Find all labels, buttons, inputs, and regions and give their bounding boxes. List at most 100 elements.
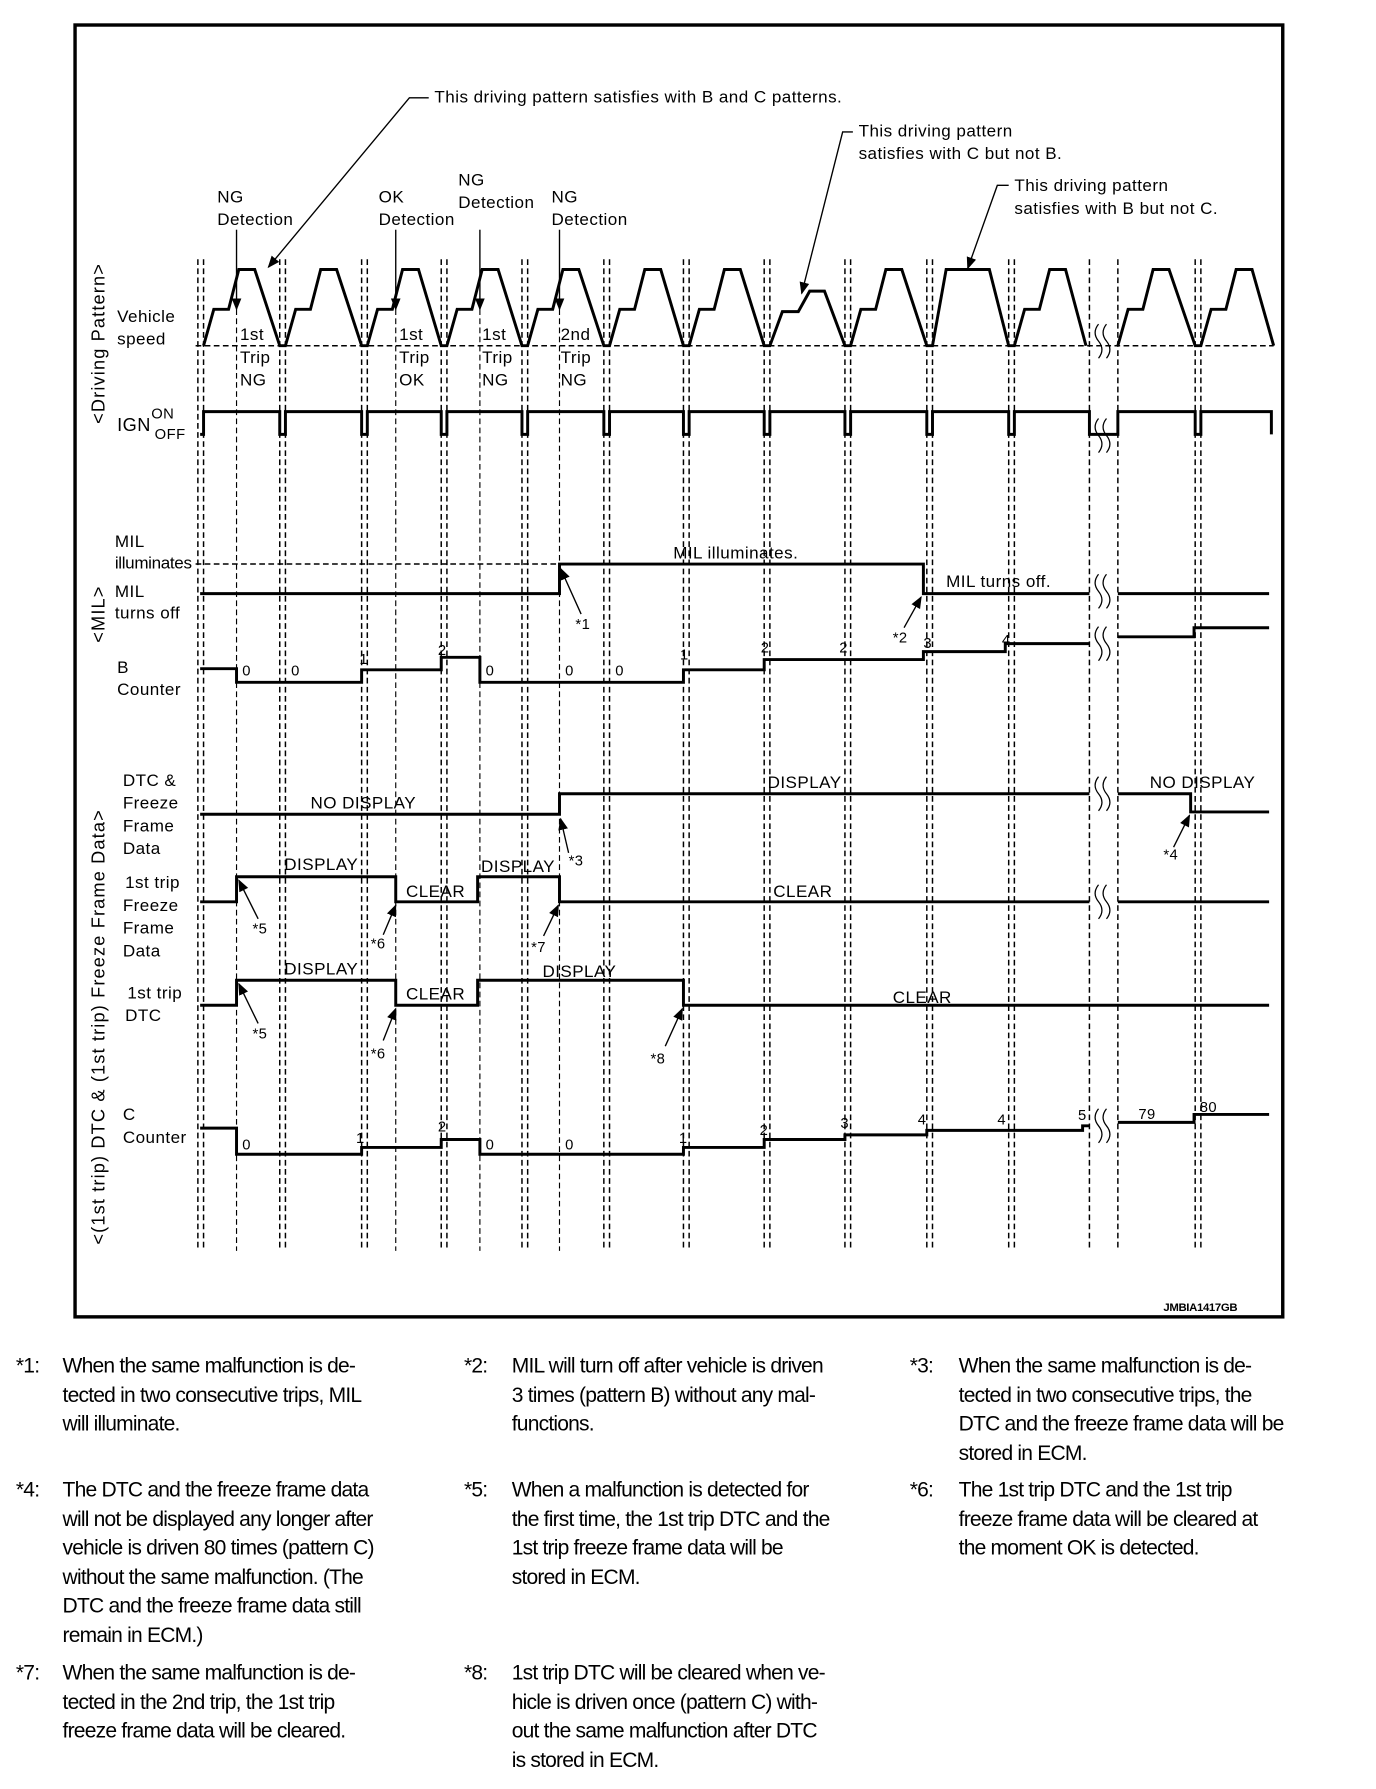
detection-label: OK [379, 187, 405, 206]
break-squiggle-icon [1102, 1108, 1111, 1144]
break-squiggle-icon [1094, 1108, 1103, 1144]
trip-label-1: 1st Trip NG [240, 325, 270, 390]
footnote-line: will illuminate. [62, 1411, 181, 1436]
row-label-c-counter: C [123, 1105, 136, 1124]
footnote-text: When a malfunction is detected for the fi… [511, 1475, 831, 1591]
footnote-line: When the same malfunction is de- [62, 1660, 356, 1685]
b-counter-values: 0 0 1 2 0 0 0 1 2 2 3 4 [242, 633, 1010, 680]
b-counter-value: 1 [680, 648, 689, 664]
b-counter-value: 4 [1002, 633, 1011, 649]
trip-result: NG [561, 371, 587, 390]
footnote-line: tected in the 2nd trip, the 1st trip [62, 1689, 336, 1714]
footnote-text: The DTC and the freeze frame data will no… [62, 1475, 375, 1649]
dtc1-state-label: DISPLAY [284, 960, 358, 979]
note-ref-4: *4 [1163, 848, 1178, 864]
footnote-marker: *7: [15, 1660, 40, 1685]
note-arrow-6 [382, 1007, 397, 1041]
row-label-mil-on: illuminates [115, 554, 192, 573]
trip-number: 1st [399, 325, 423, 344]
annotation-b-not-c-line1: This driving pattern [1014, 176, 1168, 195]
c-counter-trace [200, 1124, 1090, 1156]
footnote-marker: *3: [909, 1353, 934, 1378]
footnote-line: hicle is driven once (pattern C) with- [511, 1689, 818, 1714]
mil-off-label: MIL turns off. [946, 572, 1051, 591]
footnote-line: freeze frame data will be cleared. [62, 1718, 347, 1743]
c-counter-value: 2 [760, 1123, 769, 1139]
c-counter-value: 1 [679, 1131, 688, 1147]
c-counter-values: 0 1 2 0 0 1 2 3 4 4 5 79 80 [242, 1100, 1217, 1154]
trip-word: Trip [561, 348, 592, 367]
b-counter-value: 0 [242, 663, 251, 679]
trip-result: NG [240, 371, 266, 390]
b-counter-value: 3 [923, 636, 932, 652]
row-label-mil-off: turns off [115, 604, 180, 623]
note-ref-5: *5 [252, 922, 267, 938]
vehicle-speed-trace [202, 268, 1088, 348]
c-counter-value: 2 [438, 1120, 447, 1136]
footnote-text: The 1st trip DTC and the 1st trip freeze … [958, 1475, 1259, 1562]
row-label-vehicle-speed: speed [117, 330, 166, 349]
break-squiggle-icon [1094, 884, 1103, 920]
detection-label: NG [217, 187, 243, 206]
c-counter-value: 4 [997, 1113, 1006, 1129]
footnote-text: When the same malfunction is de-tected i… [62, 1351, 363, 1438]
footnote-line: without the same malfunction. (The [62, 1564, 364, 1589]
row-label-c-counter: Counter [123, 1128, 187, 1147]
dtc1-state-label: DISPLAY [542, 962, 616, 981]
group-label-driving-pattern: <Driving Pattern> [89, 263, 109, 424]
b-counter-value: 1 [359, 652, 368, 668]
detection-label: Detection [552, 210, 628, 229]
footnote-line: vehicle is driven 80 times (pattern C) [62, 1535, 375, 1560]
row-label-1st-trip-dtc: 1st trip [127, 983, 182, 1002]
row-label-b-counter: B [117, 658, 129, 677]
ign-trace [200, 410, 1273, 436]
note-arrow-1 [560, 567, 582, 615]
detection-label: NG [458, 170, 484, 189]
first-trip-dtc-trace [200, 978, 1270, 1007]
note-ref-7: *7 [531, 940, 546, 956]
row-label-b-counter: Counter [117, 680, 181, 699]
b-counter-value: 2 [761, 641, 770, 657]
break-squiggle-icon [1094, 573, 1103, 609]
c-counter-value: 80 [1200, 1100, 1217, 1116]
footnote-line: the first time, the 1st trip DTC and the [511, 1506, 831, 1531]
footnote-line: freeze frame data will be cleared at [958, 1506, 1259, 1531]
first-trip-ffd-trace [200, 875, 1090, 904]
footnote-line: The DTC and the freeze frame data [62, 1477, 370, 1502]
c-counter-value: 0 [242, 1138, 251, 1154]
footnote-line: When the same malfunction is de- [62, 1353, 356, 1378]
footnote-marker: *2: [463, 1353, 488, 1378]
footnote-line: is stored in ECM. [511, 1747, 659, 1772]
b-counter-value: 0 [615, 663, 624, 679]
dtc-ffd-trace [200, 792, 1090, 816]
footnote-line: DTC and the freeze frame data still [62, 1593, 362, 1618]
trip-label-4: 2nd Trip NG [561, 325, 592, 390]
timing-diagram: This driving pattern satisfies with B an… [73, 23, 1285, 1319]
note-ref-6: *6 [371, 1047, 386, 1063]
row-label-dtc-ffd: Data [123, 839, 161, 858]
ffd-state-label: CLEAR [406, 882, 465, 901]
trip-label-2: 1st Trip OK [399, 325, 429, 389]
break-squiggle-icon [1094, 323, 1103, 359]
c-counter-value: 5 [1078, 1108, 1087, 1124]
row-label-vehicle-speed: Vehicle [117, 307, 175, 326]
break-squiggle-icon [1102, 418, 1111, 453]
trip-label-3: 1st Trip NG [482, 325, 512, 389]
annotation-b-not-c-line2: satisfies with B but not C. [1014, 199, 1218, 218]
annotation-arrow [966, 184, 1009, 270]
dtc1-state-label: CLEAR [406, 985, 465, 1004]
b-counter-value: 0 [565, 663, 574, 679]
footnote-marker: *4: [15, 1477, 40, 1502]
footnote-line: tected in two consecutive trips, the [958, 1382, 1253, 1407]
trip-number: 1st [240, 325, 264, 344]
footnote-line: 1st trip DTC will be cleared when ve- [511, 1660, 826, 1685]
footnote-line: will not be displayed any longer after [62, 1506, 374, 1531]
row-label-1st-trip-ffd: Data [123, 941, 161, 960]
footnote-line: remain in ECM.) [62, 1622, 204, 1647]
row-label-dtc-ffd: Freeze [123, 794, 179, 813]
c-counter-trace [1117, 1112, 1270, 1124]
vehicle-speed-trace [1116, 268, 1276, 348]
ffd-state-label: DISPLAY [284, 855, 358, 874]
break-squiggle-icon [1102, 776, 1111, 812]
c-counter-value: 0 [486, 1138, 495, 1154]
